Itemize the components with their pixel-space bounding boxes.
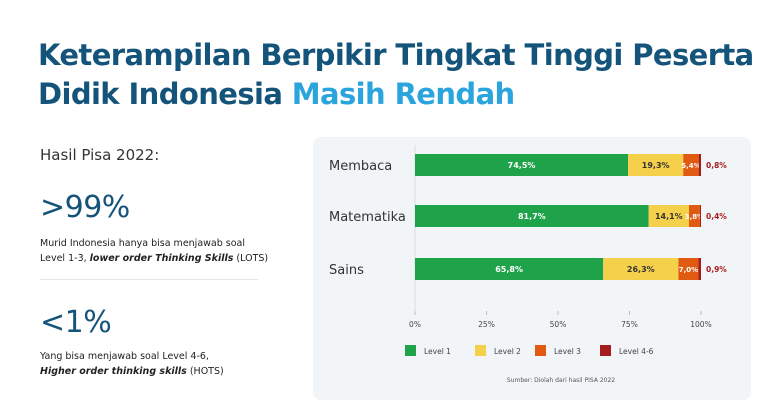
- bar-segment: [415, 258, 604, 280]
- bar-segment: [698, 154, 701, 176]
- data-label: 7,0%: [679, 266, 698, 274]
- legend-swatch: [405, 345, 416, 356]
- category-label: Matematika: [329, 210, 406, 225]
- stat-hots-desc-line2: Higher order thinking skills (HOTS): [40, 364, 280, 379]
- legend-swatch: [475, 345, 486, 356]
- stat-lots-value: >99%: [40, 190, 130, 225]
- stat-lots-desc-line1: Murid Indonesia hanya bisa menjawab soal: [40, 238, 246, 249]
- data-label: 74,5%: [508, 161, 536, 170]
- title-dark-part: Didik Indonesia: [38, 77, 292, 111]
- data-label: 26,3%: [627, 265, 655, 274]
- bar-segment: [603, 258, 679, 280]
- data-label: 65,8%: [495, 265, 523, 274]
- x-tick-label: 100%: [690, 320, 711, 329]
- stat-hots-desc-line1: Yang bisa menjawab soal Level 4-6,: [40, 351, 209, 362]
- data-label: 0,8%: [706, 161, 727, 170]
- data-label: 5,4%: [681, 162, 700, 170]
- legend-swatch: [600, 345, 611, 356]
- stacked-bar-chart: Membaca 74,5% 19,3% 5,4% 0,8% Matematika 81,7%…: [329, 145, 727, 384]
- bar-segment: [415, 154, 629, 176]
- legend-label: Level 1: [424, 347, 451, 356]
- subheading: Hasil Pisa 2022:: [40, 146, 160, 164]
- x-tick-label: 0%: [409, 320, 421, 329]
- title-line-1: Keterampilan Berpikir Tingkat Tinggi Pes…: [38, 38, 754, 72]
- stat-hots-value: <1%: [40, 305, 112, 340]
- x-tick-label: 25%: [478, 320, 495, 329]
- data-label: 3,8%: [685, 213, 704, 221]
- stat-lots-desc-line2: Level 1-3, lower order Thinking Skills (…: [40, 251, 280, 266]
- category-label: Sains: [329, 263, 364, 278]
- bar-segment: [678, 258, 699, 280]
- x-tick-label: 75%: [621, 320, 638, 329]
- legend-swatch: [535, 345, 546, 356]
- bar-segment: [683, 154, 699, 176]
- data-label: 14,1%: [655, 212, 683, 221]
- stat-lots-desc-emph: lower order Thinking Skills: [89, 253, 234, 264]
- title-highlight: Masih Rendah: [291, 77, 515, 111]
- legend-label: Level 3: [554, 347, 581, 356]
- data-label: 0,4%: [706, 212, 727, 221]
- title-line-2: Didik Indonesia Masih Rendah: [38, 75, 758, 114]
- bar-segment: [698, 258, 701, 280]
- category-label: Membaca: [329, 159, 392, 174]
- data-label: 81,7%: [518, 212, 546, 221]
- data-label: 19,3%: [642, 161, 670, 170]
- stat-hots-description: Yang bisa menjawab soal Level 4-6, Highe…: [40, 349, 280, 379]
- bar-segment: [415, 205, 649, 227]
- bar-segment: [699, 205, 701, 227]
- stat-lots-description: Murid Indonesia hanya bisa menjawab soal…: [40, 236, 280, 266]
- page-title: Keterampilan Berpikir Tingkat Tinggi Pes…: [38, 36, 758, 114]
- bar-segment: [628, 154, 684, 176]
- legend-label: Level 2: [494, 347, 521, 356]
- data-label: 0,9%: [706, 265, 727, 274]
- stat-lots-desc-suffix: (LOTS): [233, 253, 269, 264]
- stat-hots-desc-emph: Higher order thinking skills: [40, 366, 187, 377]
- legend-label: Level 4-6: [619, 347, 654, 356]
- x-tick-label: 50%: [550, 320, 567, 329]
- divider: [40, 279, 258, 280]
- source-note: Sumber: Diolah dari hasil PISA 2022: [507, 377, 615, 384]
- bar-segment: [648, 205, 689, 227]
- stat-lots-desc-prefix: Level 1-3,: [40, 253, 90, 264]
- bar-segment: [688, 205, 700, 227]
- stat-hots-desc-suffix: (HOTS): [186, 366, 224, 377]
